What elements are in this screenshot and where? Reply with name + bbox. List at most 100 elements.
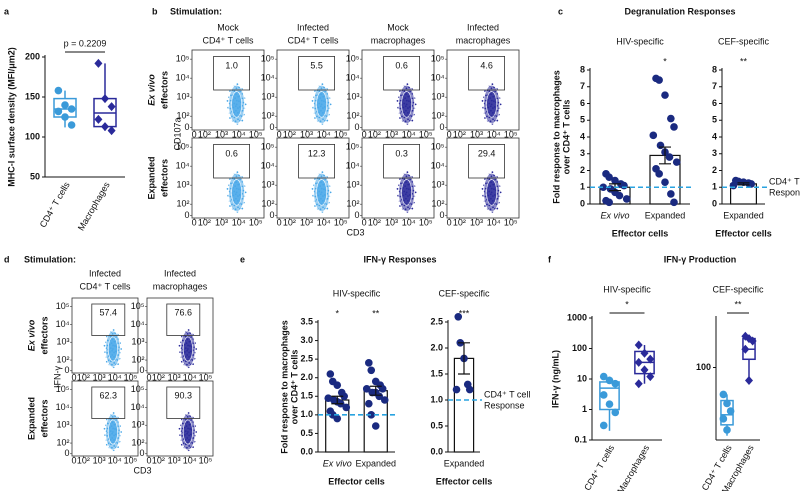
y-axis-title: over CD4⁺ T cells <box>561 100 571 175</box>
x-tick-label: 10⁵ <box>199 372 213 382</box>
x-tick-label: 10³ <box>385 217 398 227</box>
y-axis-title: IFN-γ <box>52 366 62 388</box>
x-tick-label: 0 <box>277 129 282 139</box>
event-dot <box>314 205 316 207</box>
event-dot <box>396 100 399 102</box>
y-tick-label: 10⁵ <box>431 142 445 152</box>
x-tick-label: 10⁴ <box>183 372 197 382</box>
event-dot <box>103 344 106 347</box>
event-dot <box>326 119 329 122</box>
row-label: effectors <box>159 159 169 197</box>
y-tick-label: 10² <box>176 111 189 121</box>
y-tick-label: 10⁴ <box>346 161 360 171</box>
data-point <box>729 181 738 190</box>
x-tick-label: 10² <box>198 217 211 227</box>
y-tick-label: 10³ <box>56 337 69 347</box>
row-label: Expanded <box>26 397 36 440</box>
y-tick-label: 1.0 <box>300 409 313 419</box>
data-point <box>367 411 376 419</box>
data-point <box>605 376 614 385</box>
y-tick-label: 10² <box>176 199 189 209</box>
y-tick-label: 0 <box>184 122 189 132</box>
y-tick-label: 7 <box>580 81 585 91</box>
gate-value: 29.4 <box>478 148 496 158</box>
data-point <box>748 336 757 346</box>
event-dot <box>120 348 123 350</box>
y-tick-label: 2.0 <box>430 342 443 352</box>
y-tick-label: 100 <box>25 131 40 141</box>
y-tick-label: 10⁴ <box>56 319 70 329</box>
y-tick-label: 3.0 <box>300 335 313 345</box>
y-tick-label: 10² <box>346 111 359 121</box>
x-tick-label: 10³ <box>93 372 106 382</box>
data-point <box>656 141 665 150</box>
y-tick-label: 0 <box>184 210 189 220</box>
data-point <box>649 131 658 140</box>
event-dot <box>314 117 316 119</box>
x-tick-label: 10⁵ <box>199 455 213 465</box>
x-tick-label: 10⁵ <box>249 217 263 227</box>
x-tick-label: CD4⁺ T cells <box>38 180 72 230</box>
data-point <box>54 86 63 95</box>
panel-title: IFN-γ Responses <box>363 254 436 264</box>
y-tick-label: 1 <box>580 182 585 192</box>
density-contour <box>401 91 412 118</box>
data-point <box>646 372 655 382</box>
y-tick-label: 10² <box>261 199 274 209</box>
x-tick-label: Expanded <box>723 210 764 220</box>
data-point <box>622 195 631 203</box>
gate <box>213 56 251 91</box>
event-dot <box>192 446 194 449</box>
gate-value: 90.3 <box>175 390 193 400</box>
y-tick-label: 7 <box>712 81 717 91</box>
event-dot <box>180 360 183 363</box>
gate <box>298 56 336 91</box>
gate <box>91 386 126 419</box>
data-point <box>380 396 389 404</box>
data-point <box>362 385 371 393</box>
gate-value: 62.3 <box>100 390 118 400</box>
x-tick-label: 10² <box>198 129 211 139</box>
x-tick-label: 10² <box>368 129 381 139</box>
data-point <box>107 102 116 112</box>
y-axis-title: CD107a <box>172 117 182 150</box>
y-tick-label: 10² <box>261 111 274 121</box>
data-point <box>667 114 675 123</box>
data-point <box>719 390 728 399</box>
y-axis-title: Fold response to macrophages <box>279 320 289 454</box>
y-tick-label: 2.5 <box>300 354 313 364</box>
x-tick-label: 0 <box>71 372 76 382</box>
density-contour <box>316 179 327 206</box>
data-point <box>371 422 380 430</box>
panel-subtitle: CEF-specific <box>438 288 490 298</box>
x-axis-title: Effector cells <box>328 476 385 486</box>
event-dot <box>178 344 181 347</box>
data-point <box>611 408 620 417</box>
x-tick-label: 10² <box>453 217 466 227</box>
event-dot <box>117 363 119 366</box>
reference-label: Response <box>484 400 525 410</box>
density-contour <box>107 336 118 362</box>
x-tick-label: 10² <box>368 217 381 227</box>
column-header: macrophages <box>153 281 208 291</box>
significance: * <box>335 308 339 318</box>
event-dot <box>192 363 194 366</box>
x-tick-label: Ex vivo <box>323 458 352 468</box>
y-tick-label: 10⁴ <box>131 319 145 329</box>
data-point <box>61 101 69 109</box>
event-dot <box>105 443 108 446</box>
x-tick-label: 0 <box>447 217 452 227</box>
data-point <box>465 385 474 394</box>
event-dot <box>406 83 409 86</box>
panel-subtitle: CEF-specific <box>712 284 764 294</box>
y-tick-label: 10⁵ <box>261 142 275 152</box>
data-point <box>605 400 614 408</box>
gate-value: 12.3 <box>308 148 326 158</box>
row-label: Ex vivo <box>26 319 36 351</box>
event-dot <box>187 329 190 331</box>
data-point <box>94 114 103 124</box>
panel-title: IFN-γ Production <box>664 254 737 264</box>
density-contour <box>183 419 193 445</box>
x-tick-label: Expanded <box>444 458 485 468</box>
data-point <box>655 170 663 178</box>
